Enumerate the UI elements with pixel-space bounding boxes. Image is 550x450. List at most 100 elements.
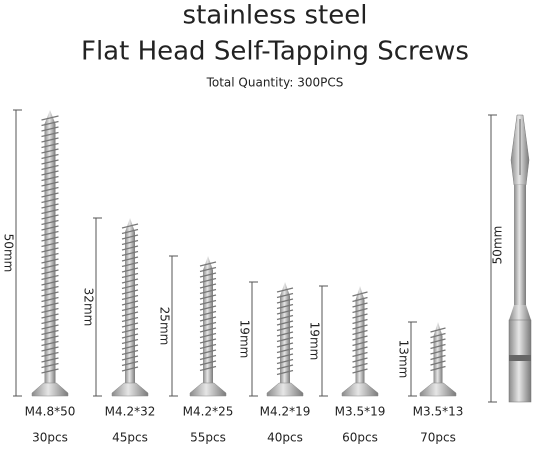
screw-thread [199, 261, 217, 267]
screw-thread [121, 338, 139, 345]
screw-thread [121, 300, 139, 306]
screw-thread [276, 358, 294, 365]
screw-thread [121, 234, 139, 240]
screw-thread [430, 349, 446, 355]
subtitle: Total Quantity: 300PCS [206, 76, 344, 90]
screw-thread [121, 322, 139, 328]
screw-thread [41, 263, 59, 270]
screw-thread [121, 245, 139, 251]
screw-thread [430, 365, 446, 372]
length-label: 32mm [82, 288, 96, 327]
screw-thread [121, 349, 139, 356]
screw-thread [352, 340, 368, 347]
screw-thread [41, 230, 59, 237]
screw-shank [203, 270, 213, 383]
count-label: 70pcs [420, 431, 456, 445]
screw-thread [199, 349, 217, 355]
screw-thread [41, 181, 59, 187]
screw-head [189, 382, 227, 397]
screw-thread [199, 360, 217, 366]
screw-thread [41, 170, 59, 176]
screw-thread [41, 362, 59, 369]
screw-thread [199, 338, 217, 344]
screw-thread [430, 354, 446, 361]
screw-thread [352, 346, 368, 352]
screw-thread [121, 311, 139, 317]
screw-thread [41, 214, 59, 220]
screw-thread [41, 192, 59, 198]
screw-thread [41, 368, 59, 374]
screw-thread [199, 294, 217, 300]
screw-thread [41, 252, 59, 259]
screw-thread [430, 338, 446, 344]
screw-thread [41, 340, 59, 347]
screw-thread [121, 272, 139, 279]
screw-thread [121, 228, 139, 235]
bit-length-label: 50mm [491, 226, 505, 265]
screw-thread [121, 344, 139, 350]
screw-thread [276, 331, 294, 337]
screw-head [419, 382, 457, 397]
screw-thread [352, 324, 368, 330]
screw-thread [41, 115, 59, 121]
screw-thread [352, 291, 368, 297]
screw-thread [121, 250, 139, 257]
length-label: 13mm [397, 340, 411, 379]
screw-thread [430, 343, 446, 350]
size-label: M4.2*19 [260, 405, 311, 419]
screw-thread [41, 137, 59, 143]
screw-tip [44, 110, 56, 124]
screw-thread [41, 296, 59, 303]
screw-thread [276, 369, 294, 376]
title-line-1: stainless steel [183, 1, 368, 31]
screw-thread [41, 346, 59, 352]
screw-thread [276, 353, 294, 359]
count-label: 55pcs [190, 431, 226, 445]
screw-thread [41, 186, 59, 193]
screw-thread [199, 327, 217, 333]
screw-thread [41, 280, 59, 286]
screw-thread [41, 120, 59, 127]
screw-thread [41, 126, 59, 132]
screw-thread [276, 309, 294, 315]
screw-thread [41, 307, 59, 314]
screw-shank [125, 232, 135, 383]
screw-thread [41, 241, 59, 248]
length-label: 50mm [2, 234, 16, 273]
screw-thread [121, 355, 139, 361]
screw-thread [276, 342, 294, 348]
screw-thread [352, 357, 368, 363]
screw-thread [199, 283, 217, 289]
screw-thread [41, 148, 59, 154]
screw-head [111, 382, 149, 397]
screw-shank [433, 336, 443, 383]
screw-thread [199, 321, 217, 328]
screw-thread [352, 296, 368, 303]
screw-thread [41, 274, 59, 281]
screw-thread [41, 131, 59, 138]
screw-thread [41, 302, 59, 308]
screw-thread [41, 269, 59, 275]
screw-thread [41, 247, 59, 253]
size-label: M4.2*25 [183, 405, 234, 419]
screw-thread [41, 329, 59, 336]
size-label: M4.8*50 [25, 405, 76, 419]
screw-thread [199, 365, 217, 372]
title-line-2: Flat Head Self-Tapping Screws [81, 37, 469, 67]
screw-tip [433, 322, 443, 336]
screw-thread [41, 357, 59, 363]
screw-thread [352, 368, 368, 374]
screw-thread [41, 225, 59, 231]
screw-head [31, 382, 69, 397]
screw-tip [355, 286, 365, 300]
screw-thread [199, 299, 217, 306]
size-label: M3.5*13 [413, 405, 464, 419]
screw-thread [41, 291, 59, 297]
screw-thread [199, 288, 217, 295]
screw-thread [121, 283, 139, 290]
screw-head [266, 382, 304, 397]
screw-thread [121, 294, 139, 301]
screw-thread [41, 159, 59, 165]
count-label: 60pcs [342, 431, 378, 445]
